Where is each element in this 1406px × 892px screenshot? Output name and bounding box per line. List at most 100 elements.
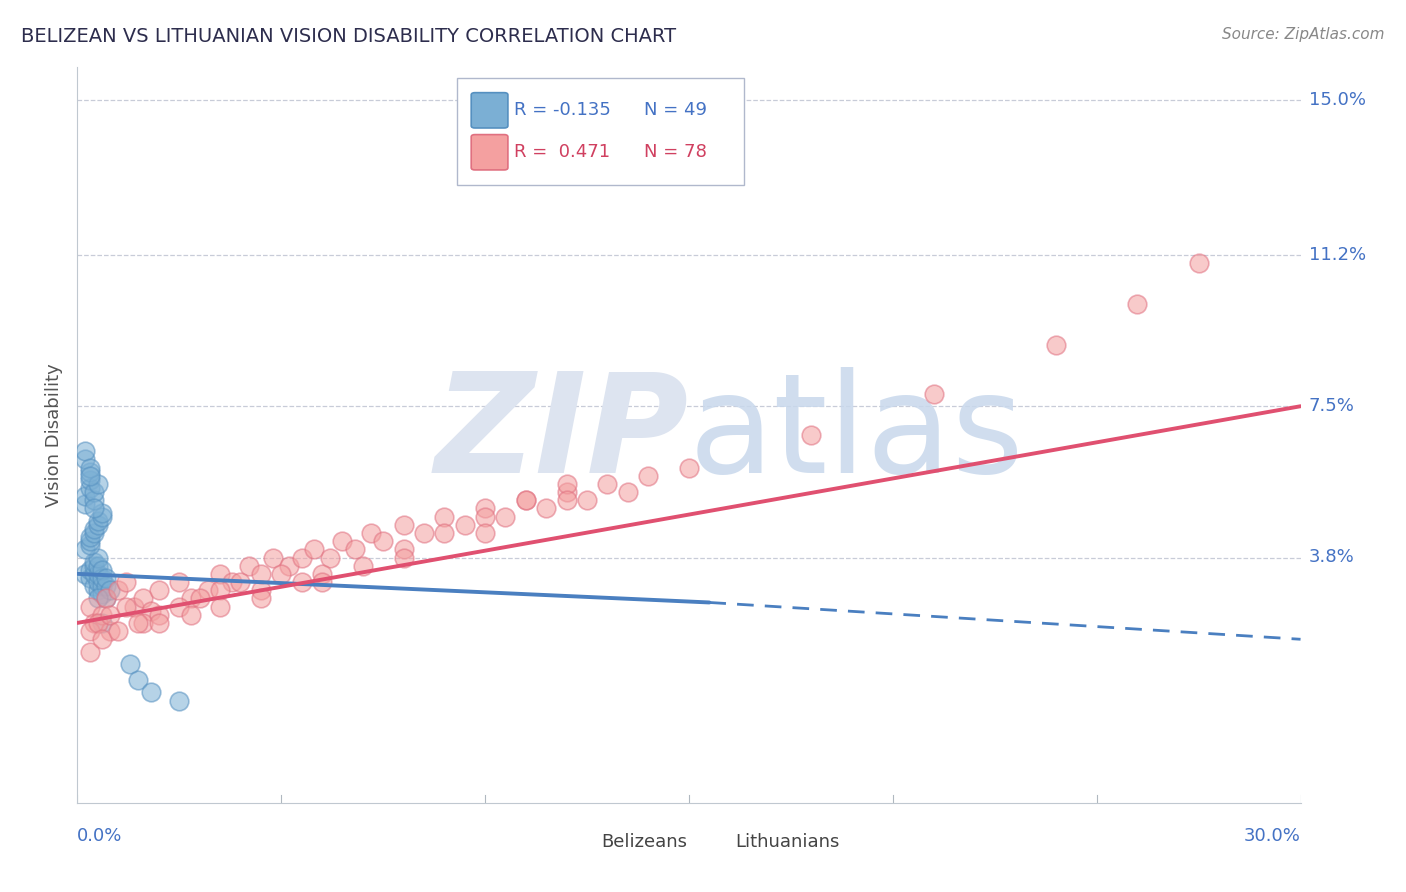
Point [83,493,105,508]
Point [270,566,292,581]
Point [139,604,162,618]
Text: R =  0.471: R = 0.471 [515,144,610,161]
Point [107,624,129,639]
Point [311,566,333,581]
Point [360,526,382,541]
Point [83,522,105,536]
Point [94,591,117,606]
Point [90,579,112,593]
Point [474,509,496,524]
Point [79,538,101,552]
Point [127,673,149,687]
Point [90,615,112,630]
Point [1045,338,1067,352]
Point [90,587,112,601]
Point [79,473,101,487]
Point [83,485,105,500]
Point [1187,256,1209,270]
Point [90,632,112,647]
Point [83,501,105,516]
FancyBboxPatch shape [457,78,744,185]
Point [79,530,101,544]
Point [87,615,110,630]
Point [180,591,202,606]
Point [453,517,475,532]
FancyBboxPatch shape [697,829,731,855]
Point [221,574,243,589]
Point [90,571,112,585]
Point [555,476,578,491]
Text: R = -0.135: R = -0.135 [515,102,610,120]
Point [79,481,101,495]
Point [208,566,231,581]
Point [79,599,101,614]
Point [79,460,101,475]
Point [87,591,110,606]
Text: Source: ZipAtlas.com: Source: ZipAtlas.com [1222,27,1385,42]
Point [238,558,260,573]
Text: Lithuanians: Lithuanians [735,833,839,851]
Point [495,509,517,524]
Point [87,558,110,573]
Point [413,526,436,541]
Point [83,579,105,593]
Point [534,501,557,516]
Point [124,599,146,614]
Point [79,534,101,549]
Point [120,657,142,671]
Point [79,571,101,585]
Point [148,615,170,630]
Point [433,509,456,524]
Point [392,550,415,565]
Point [596,476,619,491]
Point [617,485,640,500]
Point [90,506,112,520]
Point [290,550,312,565]
Point [83,558,105,573]
Point [433,526,456,541]
Point [555,485,578,500]
Point [180,607,202,622]
Point [229,574,252,589]
Text: ZIP: ZIP [434,368,689,502]
Point [1126,297,1149,311]
Point [87,517,110,532]
Point [75,452,97,467]
Point [94,571,117,585]
Point [79,624,101,639]
Text: 30.0%: 30.0% [1244,828,1301,846]
Point [637,468,659,483]
Point [169,574,191,589]
Text: BELIZEAN VS LITHUANIAN VISION DISABILITY CORRELATION CHART: BELIZEAN VS LITHUANIAN VISION DISABILITY… [21,27,676,45]
Point [90,607,112,622]
Text: 3.8%: 3.8% [1309,549,1354,566]
Point [107,583,129,598]
Point [75,566,97,581]
Point [800,427,823,442]
Point [311,574,333,589]
Text: 15.0%: 15.0% [1309,91,1365,109]
Point [79,468,101,483]
Point [75,444,97,458]
Point [131,591,153,606]
Point [352,558,374,573]
Point [87,514,110,528]
Point [131,615,153,630]
Point [127,615,149,630]
Point [392,542,415,557]
Text: 11.2%: 11.2% [1309,246,1367,264]
Text: N = 78: N = 78 [644,144,707,161]
Point [262,550,284,565]
Point [115,574,138,589]
Point [678,460,700,475]
Point [83,555,105,569]
FancyBboxPatch shape [471,93,508,128]
Point [319,550,342,565]
Point [87,476,110,491]
Point [188,591,211,606]
Text: 7.5%: 7.5% [1309,397,1355,416]
Text: N = 49: N = 49 [644,102,707,120]
Point [332,534,354,549]
Point [302,542,325,557]
Point [250,566,273,581]
